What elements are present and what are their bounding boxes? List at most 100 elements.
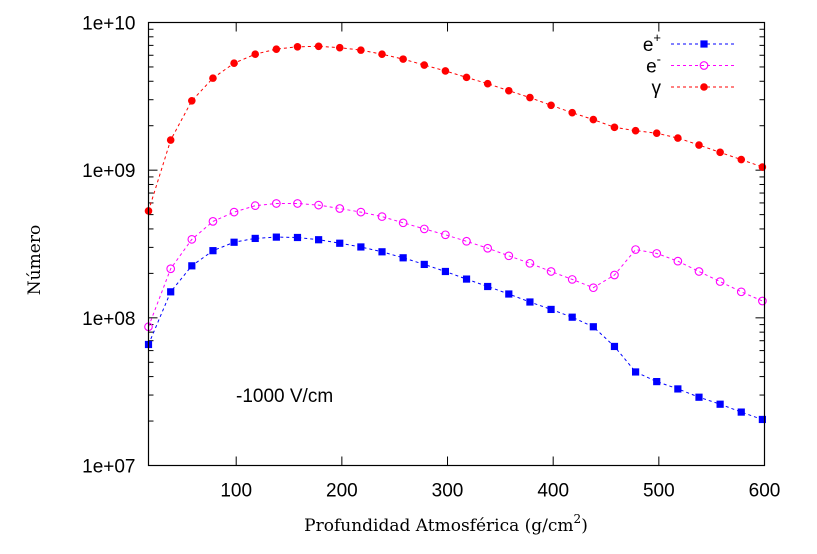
y-tick-label: 1e+10: [82, 14, 135, 35]
legend: e+e-γ: [643, 30, 736, 99]
legend-item: γ: [652, 78, 736, 99]
x-tick-label: 200: [326, 481, 358, 502]
data-point: [462, 236, 471, 246]
x-tick-label: 300: [432, 481, 464, 502]
data-point: [441, 230, 450, 240]
field-annotation: -1000 V/cm: [236, 386, 333, 407]
legend-label-sup: +: [653, 30, 661, 45]
data-point: [209, 74, 217, 82]
data-point: [715, 277, 725, 286]
data-point: [251, 234, 259, 243]
legend-label: γ: [652, 78, 662, 99]
data-point: [188, 262, 196, 270]
data-point: [525, 258, 535, 268]
data-point: [230, 238, 238, 246]
data-point: [589, 115, 598, 124]
x-axis-title: Profundidad Atmosférica (g/cm2): [304, 512, 588, 536]
data-point: [652, 249, 662, 258]
x-tick-label: 100: [220, 481, 252, 502]
data-point: [209, 247, 217, 255]
data-point: [737, 408, 745, 416]
data-point: [631, 126, 640, 135]
series-line: [148, 203, 763, 327]
data-point: [610, 342, 619, 351]
series-line: [148, 45, 763, 212]
data-point: [314, 200, 323, 210]
data-point: [420, 260, 428, 269]
y-tick-label: 1e+09: [82, 161, 135, 182]
x-axis-title-main: Profundidad Atmosférica (g/cm: [304, 516, 573, 536]
data-point: [398, 218, 408, 228]
data-point: [462, 275, 471, 283]
data-point: [357, 46, 365, 54]
legend-item: e-: [646, 52, 736, 78]
data-point: [610, 123, 619, 132]
data-point: [716, 400, 724, 408]
data-point: [377, 212, 387, 221]
data-point: [399, 254, 407, 262]
y-tick-label: 1e+08: [82, 309, 135, 330]
data-point: [272, 233, 280, 241]
data-point: [251, 50, 260, 58]
data-point: [547, 305, 555, 314]
legend-label-main: e: [643, 35, 654, 56]
y-axis-title: Número: [25, 225, 45, 295]
data-point: [526, 298, 534, 306]
y-tick-label: 1e+07: [82, 457, 135, 478]
data-point: [314, 42, 323, 51]
legend-label-main: e: [646, 57, 657, 78]
data-point: [293, 233, 302, 242]
data-point: [589, 323, 597, 331]
legend-marker: [700, 40, 708, 48]
data-point: [758, 415, 766, 424]
data-point: [674, 385, 682, 393]
data-point: [526, 93, 534, 102]
legend-label: e+: [643, 30, 661, 56]
data-point: [441, 267, 450, 276]
data-point: [187, 235, 197, 244]
legend-marker: [700, 83, 708, 91]
series-3: [144, 42, 767, 215]
x-tick-label: 400: [537, 481, 569, 502]
data-point: [420, 61, 429, 69]
data-point: [653, 377, 661, 386]
data-point: [483, 79, 492, 88]
data-point: [568, 108, 576, 117]
data-point: [293, 42, 302, 51]
data-point: [293, 199, 302, 208]
data-point: [483, 243, 493, 253]
plot-frame: [147, 21, 766, 467]
data-point: [673, 256, 683, 266]
data-point: [674, 134, 682, 142]
x-tick-label: 600: [749, 481, 781, 502]
tick-labels: 100 200 300 400 500 600 1e+07 1e+08 1e+09 1e+10: [82, 14, 780, 502]
data-point: [758, 296, 767, 306]
legend-marker: [699, 61, 709, 70]
series-1: [144, 233, 766, 424]
legend-label-main: γ: [652, 78, 662, 99]
data-point: [335, 204, 345, 213]
data-point: [462, 73, 471, 82]
data-point: [419, 224, 429, 234]
data-point: [250, 201, 260, 211]
data-point: [610, 270, 619, 280]
x-axis-title-sup: 2: [574, 512, 582, 526]
data-point: [272, 45, 281, 53]
data-point: [737, 155, 746, 164]
data-point: [335, 43, 344, 52]
data-point: [378, 50, 386, 58]
series-layer: [144, 42, 767, 424]
data-point: [356, 207, 366, 217]
data-point: [208, 217, 218, 226]
data-point: [694, 267, 704, 276]
data-point: [271, 199, 281, 208]
data-point: [230, 59, 238, 68]
data-point: [547, 101, 555, 110]
data-point: [546, 267, 556, 276]
data-point: [716, 148, 724, 157]
data-point: [652, 129, 661, 137]
data-point: [505, 290, 513, 298]
data-point: [188, 96, 196, 105]
legend-label: e-: [646, 52, 661, 78]
